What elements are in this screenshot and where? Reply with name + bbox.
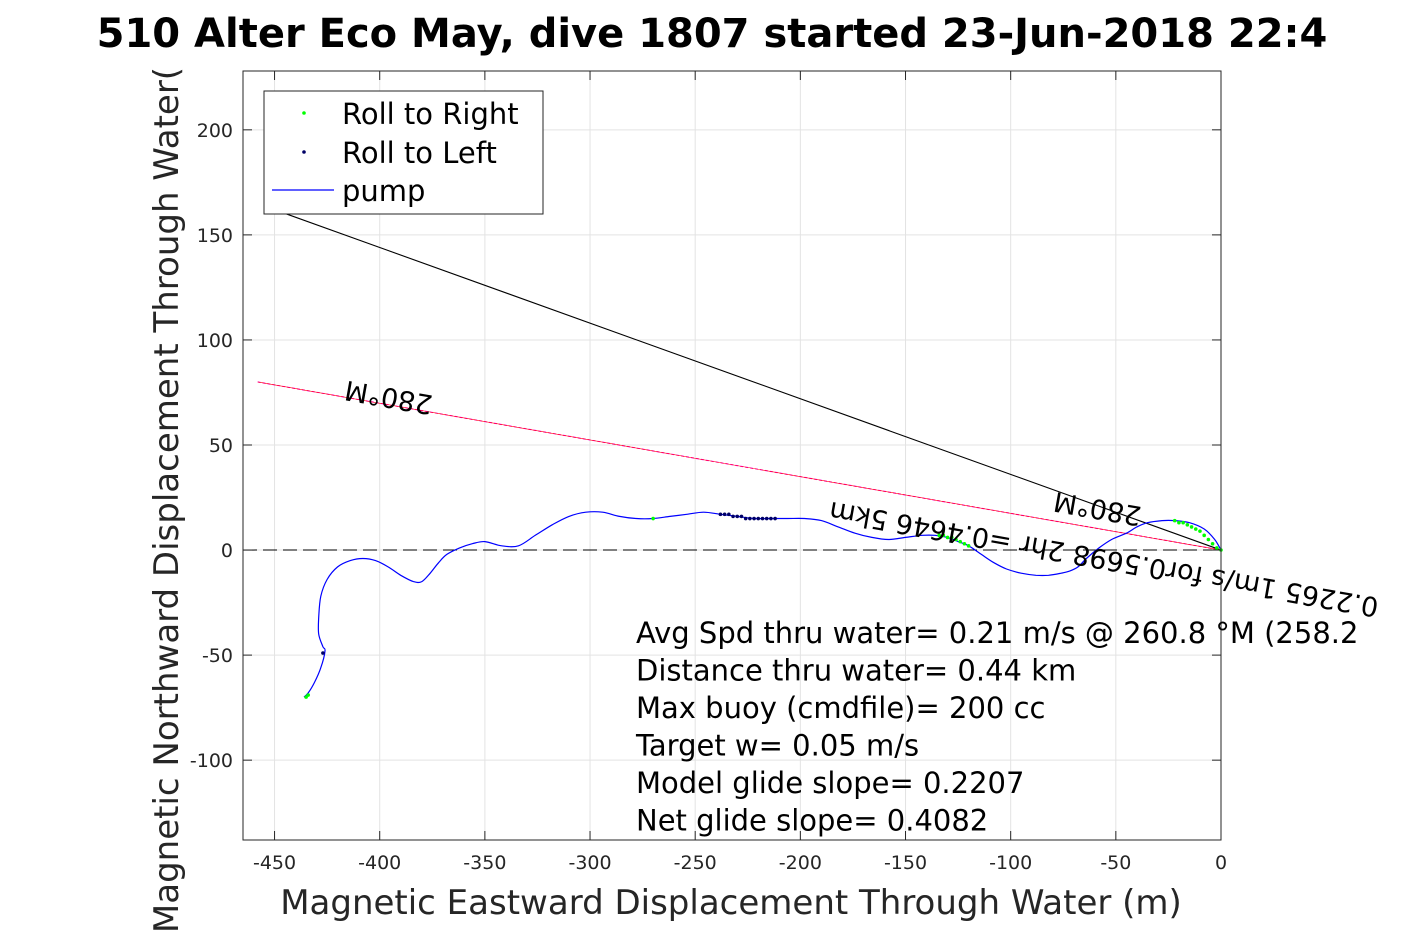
- roll-left-point: [752, 516, 756, 521]
- roll-right-point: [1206, 537, 1211, 542]
- roll-right-point: [1214, 546, 1219, 550]
- roll-right-point: [1193, 527, 1198, 531]
- y-tick-label: 100: [197, 330, 233, 352]
- roll-left-point: [735, 514, 740, 519]
- stats-line: Distance thru water= 0.44 km: [636, 654, 1076, 688]
- y-tick-label: -100: [190, 750, 233, 772]
- roll-right-point: [1185, 523, 1190, 527]
- roll-left-point: [760, 516, 765, 521]
- legend-entry: pump: [342, 174, 425, 208]
- y-tick-label: 150: [197, 225, 233, 247]
- stats-line: Net glide slope= 0.4082: [636, 804, 988, 838]
- roll-right-point: [954, 537, 958, 542]
- roll-right-point: [1198, 529, 1202, 533]
- roll-right-point: [651, 516, 655, 521]
- y-axis-label: Magnetic Northward Displacement Through …: [147, 67, 187, 933]
- roll-markers: [304, 512, 1223, 699]
- roll-left-point: [731, 514, 735, 519]
- roll-left-point: [739, 514, 744, 519]
- legend-entry: Roll to Left: [342, 136, 497, 170]
- x-tick-label: 0: [1215, 852, 1227, 874]
- roll-left-point: [718, 512, 723, 517]
- roll-left-point: [748, 516, 752, 521]
- roll-right-point: [966, 544, 971, 548]
- roll-left-point: [773, 516, 777, 521]
- axes-box: [242, 70, 1222, 841]
- axes-frame: [242, 70, 1222, 841]
- stats-line: Max buoy (cmdfile)= 200 cc: [636, 691, 1045, 725]
- x-tick-label: -450: [253, 852, 296, 874]
- legend-entry: Roll to Right: [342, 97, 519, 131]
- roll-right-point: [1172, 518, 1177, 523]
- roll-right-point: [937, 533, 941, 538]
- stats-annotations: Avg Spd thru water= 0.21 m/s @ 260.8 °M …: [635, 616, 1358, 838]
- legend-marker-roll-right: [302, 111, 306, 115]
- roll-right-point: [941, 533, 946, 538]
- x-tick-label: -400: [358, 852, 401, 874]
- roll-right-point: [962, 541, 967, 546]
- roll-left-point: [743, 516, 748, 521]
- roll-left-point: [769, 516, 773, 521]
- chart-title: 510 Alter Eco May, dive 1807 started 23-…: [97, 11, 1328, 57]
- legend-marker-roll-left: [302, 150, 306, 154]
- roll-left-point: [321, 651, 325, 655]
- x-tick-label: -350: [463, 852, 506, 874]
- axis-ticks: -450 -400 -350 -300 -250 -200 -150 -100 -50 0 -100…: [190, 71, 1227, 874]
- legend-box: [263, 90, 544, 215]
- x-tick-label: -300: [568, 852, 611, 874]
- roll-right-point: [958, 539, 962, 544]
- stats-line: Model glide slope= 0.2207: [636, 766, 1024, 800]
- y-tick-label: 50: [209, 435, 233, 457]
- roll-right-point: [945, 535, 950, 540]
- roll-right-point: [949, 535, 954, 540]
- roll-right-point: [1177, 520, 1181, 525]
- x-tick-label: -250: [674, 852, 717, 874]
- roll-right-point: [1189, 525, 1194, 529]
- roll-right-point: [1202, 533, 1206, 538]
- heading-line: [274, 209, 1222, 551]
- y-tick-label: 0: [221, 540, 233, 562]
- x-tick-label: -100: [989, 852, 1032, 874]
- roll-right-point: [1181, 520, 1185, 525]
- heading-lines: [257, 209, 1222, 551]
- x-axis-label: Magnetic Eastward Displacement Through W…: [280, 883, 1182, 923]
- y-tick-label: -50: [202, 645, 233, 667]
- roll-left-point: [727, 512, 731, 517]
- roll-left-point: [722, 512, 727, 517]
- legend: Roll to Right Roll to Left pump: [263, 90, 544, 215]
- y-tick-label: 200: [197, 120, 233, 142]
- x-tick-label: -150: [884, 852, 927, 874]
- roll-left-point: [764, 516, 769, 521]
- heading-line: [257, 381, 1222, 551]
- stats-line: Target w= 0.05 m/s: [635, 729, 919, 763]
- roll-right-point: [304, 695, 308, 699]
- x-tick-label: -200: [779, 852, 822, 874]
- roll-right-point: [1210, 541, 1215, 546]
- stats-line: Avg Spd thru water= 0.21 m/s @ 260.8 °M …: [636, 616, 1358, 650]
- roll-left-point: [756, 516, 761, 521]
- x-tick-label: -50: [1100, 852, 1131, 874]
